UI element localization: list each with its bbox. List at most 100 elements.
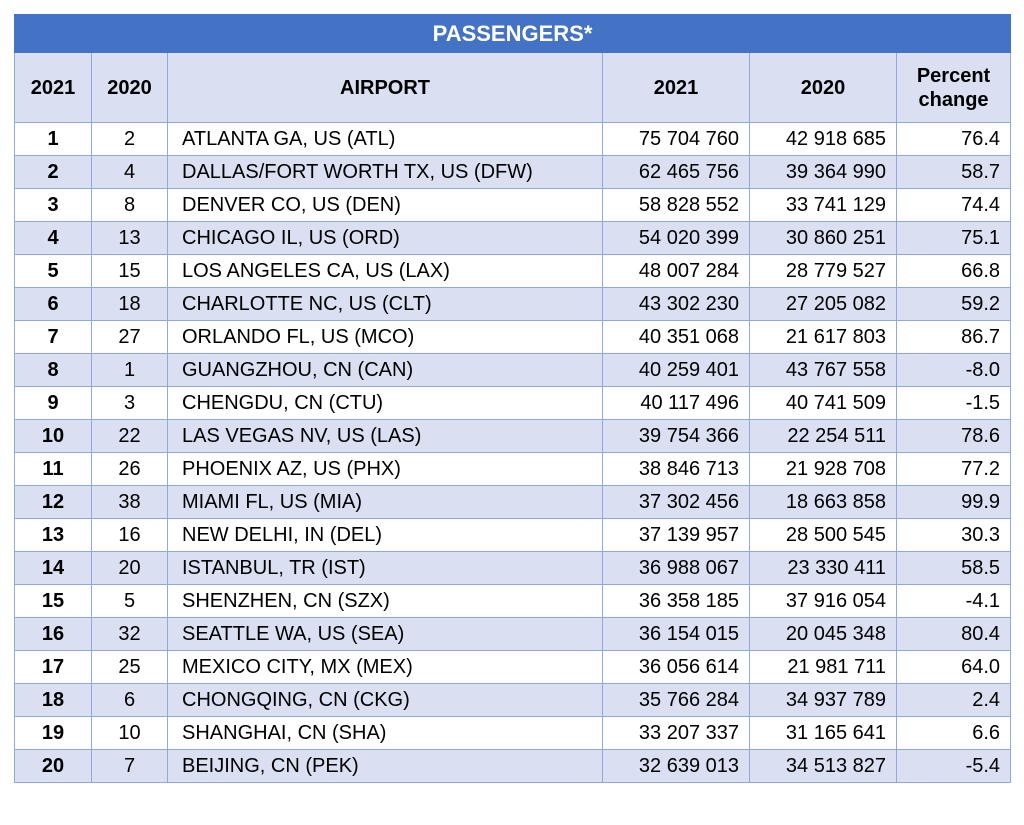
cell-rank-2021: 5 [14, 254, 92, 288]
cell-passengers-2020: 22 254 511 [749, 419, 897, 453]
cell-rank-2020: 3 [91, 386, 168, 420]
cell-rank-2021: 17 [14, 650, 92, 684]
cell-percent-change: 74.4 [895, 188, 1012, 222]
cell-passengers-2021: 36 358 185 [602, 584, 750, 618]
cell-percent-change: 75.1 [895, 221, 1012, 255]
cell-rank-2021: 20 [14, 749, 92, 783]
cell-rank-2021: 8 [14, 353, 92, 387]
cell-rank-2021: 13 [14, 518, 92, 552]
cell-airport: DENVER CO, US (DEN) [167, 188, 603, 222]
cell-rank-2021: 2 [14, 155, 92, 189]
cell-airport: ATLANTA GA, US (ATL) [167, 122, 603, 156]
cell-passengers-2021: 36 154 015 [602, 617, 750, 651]
cell-rank-2020: 22 [91, 419, 168, 453]
table-body: 1 2 ATLANTA GA, US (ATL) 75 704 760 42 918 6… [14, 122, 1012, 783]
table-row: 10 22 LAS VEGAS NV, US (LAS) 39 754 366 22 2… [14, 419, 1012, 453]
cell-passengers-2020: 20 045 348 [749, 617, 897, 651]
cell-rank-2020: 10 [91, 716, 168, 750]
cell-rank-2020: 20 [91, 551, 168, 585]
header-passengers-2021: 2021 [602, 52, 750, 123]
cell-passengers-2020: 30 860 251 [749, 221, 897, 255]
table-row: 7 27 ORLANDO FL, US (MCO) 40 351 068 21 617 … [14, 320, 1012, 354]
cell-passengers-2020: 33 741 129 [749, 188, 897, 222]
cell-percent-change: 30.3 [895, 518, 1012, 552]
cell-airport: ORLANDO FL, US (MCO) [167, 320, 603, 354]
cell-percent-change: 58.5 [895, 551, 1012, 585]
cell-percent-change: 86.7 [895, 320, 1012, 354]
cell-percent-change: 78.6 [895, 419, 1012, 453]
table-row: 2 4 DALLAS/FORT WORTH TX, US (DFW) 62 465 7… [14, 155, 1012, 189]
cell-passengers-2020: 21 617 803 [749, 320, 897, 354]
cell-rank-2021: 6 [14, 287, 92, 321]
cell-percent-change: -1.5 [895, 386, 1012, 420]
cell-rank-2021: 3 [14, 188, 92, 222]
cell-percent-change: 58.7 [895, 155, 1012, 189]
cell-percent-change: 66.8 [895, 254, 1012, 288]
cell-percent-change: 2.4 [895, 683, 1012, 717]
cell-passengers-2021: 58 828 552 [602, 188, 750, 222]
cell-rank-2021: 1 [14, 122, 92, 156]
cell-rank-2020: 13 [91, 221, 168, 255]
header-rank-2020: 2020 [91, 52, 168, 123]
cell-passengers-2020: 21 981 711 [749, 650, 897, 684]
header-percent-change: Percent change [895, 52, 1012, 123]
cell-passengers-2021: 37 302 456 [602, 485, 750, 519]
cell-rank-2020: 16 [91, 518, 168, 552]
passengers-table-container: PASSENGERS* 2021 2020 AIRPORT 2021 2020 … [13, 14, 1012, 783]
cell-passengers-2020: 37 916 054 [749, 584, 897, 618]
cell-percent-change: -8.0 [895, 353, 1012, 387]
cell-airport: SHENZHEN, CN (SZX) [167, 584, 603, 618]
cell-rank-2021: 12 [14, 485, 92, 519]
cell-rank-2020: 7 [91, 749, 168, 783]
cell-percent-change: 64.0 [895, 650, 1012, 684]
cell-airport: MEXICO CITY, MX (MEX) [167, 650, 603, 684]
cell-passengers-2021: 39 754 366 [602, 419, 750, 453]
cell-rank-2021: 18 [14, 683, 92, 717]
cell-passengers-2021: 40 259 401 [602, 353, 750, 387]
cell-passengers-2020: 18 663 858 [749, 485, 897, 519]
cell-airport: MIAMI FL, US (MIA) [167, 485, 603, 519]
cell-passengers-2020: 34 513 827 [749, 749, 897, 783]
table-row: 17 25 MEXICO CITY, MX (MEX) 36 056 614 21 98… [14, 650, 1012, 684]
cell-rank-2021: 4 [14, 221, 92, 255]
cell-passengers-2021: 40 351 068 [602, 320, 750, 354]
cell-passengers-2021: 54 020 399 [602, 221, 750, 255]
cell-passengers-2021: 35 766 284 [602, 683, 750, 717]
header-airport: AIRPORT [167, 52, 603, 123]
table-row: 9 3 CHENGDU, CN (CTU) 40 117 496 40 741 509-… [14, 386, 1012, 420]
cell-passengers-2021: 38 846 713 [602, 452, 750, 486]
cell-rank-2020: 5 [91, 584, 168, 618]
cell-rank-2021: 10 [14, 419, 92, 453]
cell-passengers-2020: 34 937 789 [749, 683, 897, 717]
cell-rank-2021: 15 [14, 584, 92, 618]
cell-airport: LAS VEGAS NV, US (LAS) [167, 419, 603, 453]
cell-airport: GUANGZHOU, CN (CAN) [167, 353, 603, 387]
table-title: PASSENGERS* [13, 14, 1012, 53]
cell-passengers-2020: 23 330 411 [749, 551, 897, 585]
cell-rank-2020: 25 [91, 650, 168, 684]
cell-rank-2020: 4 [91, 155, 168, 189]
header-rank-2021: 2021 [14, 52, 92, 123]
table-row: 8 1 GUANGZHOU, CN (CAN) 40 259 401 43 767 55… [14, 353, 1012, 387]
cell-rank-2020: 26 [91, 452, 168, 486]
cell-passengers-2021: 48 007 284 [602, 254, 750, 288]
cell-passengers-2020: 40 741 509 [749, 386, 897, 420]
cell-rank-2020: 2 [91, 122, 168, 156]
cell-percent-change: 76.4 [895, 122, 1012, 156]
cell-percent-change: -5.4 [895, 749, 1012, 783]
cell-rank-2020: 1 [91, 353, 168, 387]
cell-passengers-2021: 40 117 496 [602, 386, 750, 420]
cell-airport: LOS ANGELES CA, US (LAX) [167, 254, 603, 288]
cell-airport: PHOENIX AZ, US (PHX) [167, 452, 603, 486]
table-row: 20 7 BEIJING, CN (PEK) 32 639 013 34 513 827… [14, 749, 1012, 783]
table-row: 15 5 SHENZHEN, CN (SZX) 36 358 185 37 916 05… [14, 584, 1012, 618]
table-header-row: 2021 2020 AIRPORT 2021 2020 Percent chan… [14, 52, 1012, 123]
cell-rank-2020: 8 [91, 188, 168, 222]
cell-airport: CHICAGO IL, US (ORD) [167, 221, 603, 255]
cell-airport: SHANGHAI, CN (SHA) [167, 716, 603, 750]
cell-percent-change: -4.1 [895, 584, 1012, 618]
table-row: 11 26 PHOENIX AZ, US (PHX) 38 846 713 21 928… [14, 452, 1012, 486]
cell-passengers-2021: 32 639 013 [602, 749, 750, 783]
cell-rank-2020: 15 [91, 254, 168, 288]
cell-rank-2021: 19 [14, 716, 92, 750]
